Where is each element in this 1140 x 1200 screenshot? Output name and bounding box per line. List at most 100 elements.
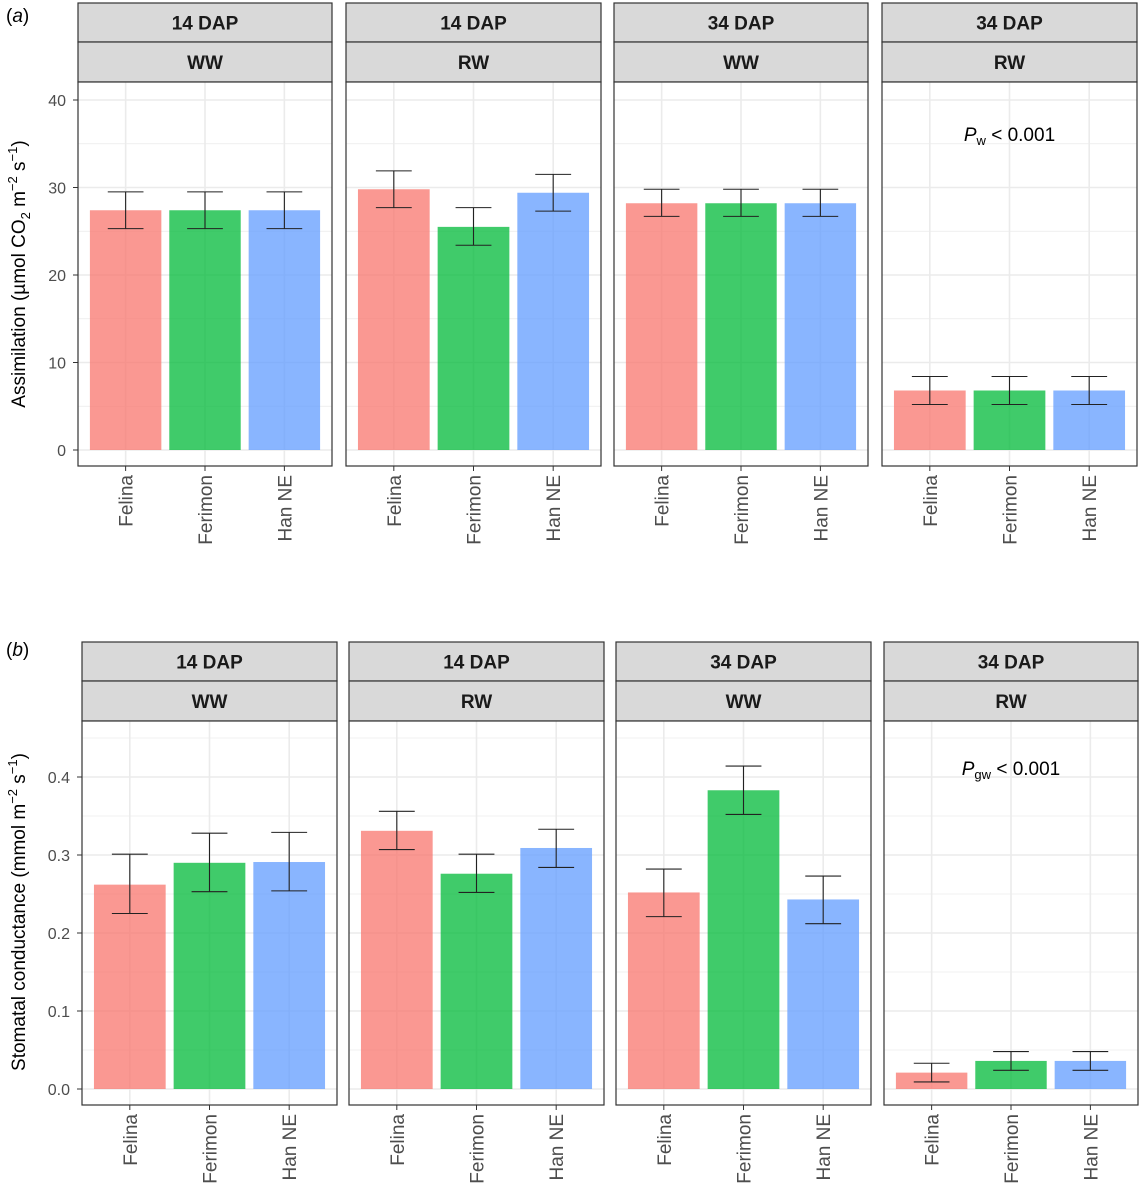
bar-felina <box>360 830 433 1089</box>
p-value-sub: gw <box>974 767 991 782</box>
y-tick-label: 0.2 <box>48 926 70 943</box>
bar-ferimon <box>437 226 510 450</box>
x-tick-label: Han NE <box>1081 1114 1102 1181</box>
chart-b: (b)Stomatal conductance (mmol m−2 s−1)0.… <box>5 640 1139 1184</box>
y-axis-label: Stomatal conductance (mmol m−2 s−1) <box>5 753 30 1071</box>
y-label-sup: −2 <box>5 176 20 191</box>
p-value-sub: w <box>976 133 987 148</box>
facet-4: 34 DAP RW Felina Ferimon Han NE Pgw < 0.001 <box>883 641 1139 1184</box>
bar-ferimon <box>707 790 780 1089</box>
bar-ferimon <box>705 203 777 450</box>
facet-2: 14 DAP RW Felina Ferimon Han NE <box>348 641 605 1184</box>
facet-3: 34 DAP WW Felina Ferimon Han NE <box>615 641 872 1184</box>
panel-tag-paren: ) <box>23 640 29 661</box>
x-tick-label: Felina <box>117 475 138 527</box>
strip-water-label: WW <box>192 692 228 713</box>
x-tick-label: Felina <box>653 475 674 527</box>
x-tick-label: Han NE <box>811 475 832 542</box>
y-tick-label: 0.1 <box>48 1004 70 1021</box>
strip-time <box>615 641 872 682</box>
panel-border <box>81 720 338 1106</box>
y-label-sup: −2 <box>5 789 20 804</box>
y-tick-label: 0.4 <box>48 770 70 787</box>
x-tick-label: Felina <box>121 1114 142 1166</box>
x-tick-label: Han NE <box>275 475 296 542</box>
chart-a: (a) Assimilation (µmol CO2 m−2 s−1) 0 10 20 3… <box>5 2 1138 545</box>
x-tick-label: Han NE <box>280 1114 301 1181</box>
panel-tag-letter: a <box>12 6 23 27</box>
panel-border <box>345 81 602 467</box>
strip-time-label: 34 DAP <box>978 653 1045 674</box>
panel-border <box>348 720 605 1106</box>
x-tick-label: Ferimon <box>1002 1114 1023 1184</box>
y-axis-label: Assimilation (µmol CO2 m−2 s−1) <box>5 140 33 407</box>
bar-felina <box>93 884 166 1089</box>
panel-border <box>77 81 333 467</box>
x-tick-label: Ferimon <box>735 1114 756 1184</box>
bar-han-ne <box>787 899 860 1089</box>
x-tick-label: Ferimon <box>196 475 217 545</box>
bar-ferimon <box>173 862 246 1089</box>
bar-felina <box>89 210 162 450</box>
strip-water <box>881 41 1138 83</box>
y-tick-label: 40 <box>48 93 66 110</box>
panel-tag-paren: ( <box>6 6 13 27</box>
y-tick-label: 10 <box>48 356 66 373</box>
x-tick-label: Felina <box>655 1114 676 1166</box>
panel-border <box>881 81 1138 467</box>
strip-water <box>883 680 1139 722</box>
y-tick-label: 20 <box>48 268 66 285</box>
strip-time-label: 34 DAP <box>708 14 775 35</box>
y-label-sup: −1 <box>5 147 20 162</box>
y-label-text: ) <box>9 753 30 759</box>
x-tick-label: Felina <box>385 475 406 527</box>
x-tick-label: Han NE <box>544 475 565 542</box>
x-tick-label: Han NE <box>1080 475 1101 542</box>
x-tick-label: Felina <box>921 475 942 527</box>
facet-3: 34 DAP WW Felina Ferimon Han NE <box>613 2 869 545</box>
y-tick-label: 0 <box>57 443 66 460</box>
facet-2: 14 DAP RW Felina Ferimon Han NE <box>345 2 602 545</box>
bar-han-ne <box>784 203 857 450</box>
x-tick-label: Ferimon <box>732 475 753 545</box>
bar-felina <box>625 203 698 450</box>
x-tick-label: Ferimon <box>1001 475 1022 545</box>
strip-water <box>348 680 605 722</box>
strip-water-label: WW <box>723 53 759 74</box>
strip-water <box>81 680 338 722</box>
strip-time-label: 34 DAP <box>710 653 777 674</box>
p-value-annotation: Pgw < 0.001 <box>962 759 1061 782</box>
strip-time <box>77 2 333 43</box>
bar-han-ne <box>248 210 321 450</box>
strip-water-label: WW <box>726 692 762 713</box>
panel-border <box>883 720 1139 1106</box>
p-value-symbol: P <box>964 125 977 146</box>
bar-han-ne <box>253 862 326 1089</box>
y-label-sub: 2 <box>18 212 33 219</box>
bar-felina <box>627 892 700 1089</box>
y-label-text: Assimilation (µmol CO <box>9 219 30 407</box>
strip-time <box>345 2 602 43</box>
strip-water-label: RW <box>995 692 1026 713</box>
strip-water-label: RW <box>461 692 492 713</box>
bar-ferimon <box>169 210 241 450</box>
panel-tag-paren: ) <box>23 6 29 27</box>
y-label-sup: −1 <box>5 759 20 774</box>
strip-time-label: 34 DAP <box>976 14 1043 35</box>
x-tick-label: Han NE <box>547 1114 568 1181</box>
p-value-text: < 0.001 <box>986 125 1055 146</box>
panel-tag: (a) <box>6 6 29 27</box>
bar-han-ne <box>517 192 590 450</box>
x-tick-label: Ferimon <box>465 475 486 545</box>
panel-border <box>613 81 869 467</box>
strip-water <box>613 41 869 83</box>
strip-time <box>883 641 1139 682</box>
x-tick-label: Han NE <box>814 1114 835 1181</box>
x-tick-label: Felina <box>923 1114 944 1166</box>
strip-water-label: RW <box>994 53 1025 74</box>
bar-felina <box>357 189 430 450</box>
strip-water-label: RW <box>458 53 489 74</box>
strip-time-label: 14 DAP <box>440 14 507 35</box>
bar-ferimon <box>440 873 513 1089</box>
